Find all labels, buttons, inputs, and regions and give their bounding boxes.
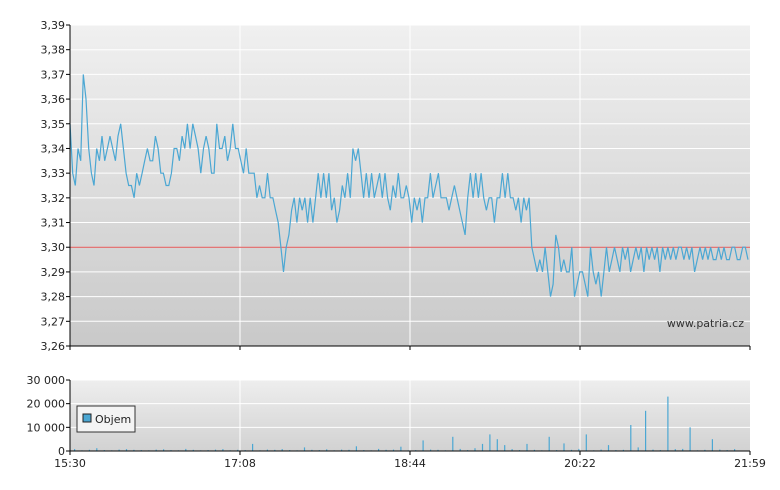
volume-bar xyxy=(667,396,669,451)
volume-bar xyxy=(74,449,76,451)
volume-bar xyxy=(185,448,187,451)
volume-bar xyxy=(652,449,654,451)
price-y-tick-label: 3,31 xyxy=(41,217,66,230)
volume-bar xyxy=(437,449,439,451)
price-y-tick-label: 3,36 xyxy=(41,93,66,106)
volume-bar xyxy=(96,448,98,451)
price-x-axis xyxy=(69,346,751,350)
volume-bar xyxy=(489,434,491,451)
volume-bar xyxy=(326,449,328,451)
volume-bar xyxy=(88,449,90,451)
volume-bar xyxy=(163,449,165,451)
volume-bar xyxy=(385,449,387,451)
volume-x-axis: 15:30 17:08 18:44 20:22 21:59 xyxy=(54,451,766,470)
volume-bar xyxy=(682,448,684,451)
volume-bar xyxy=(422,440,424,451)
price-y-axis: 3,39 3,38 3,37 3,36 3,35 3,34 3,33 3,32 3,31 3,30… xyxy=(41,19,70,353)
volume-y-tick-label: 0 xyxy=(58,445,65,458)
volume-bar xyxy=(341,449,343,451)
volume-bar xyxy=(430,449,432,451)
volume-panel: 30 000 20 000 10 000 0 15:30 17:08 18:44 20:22… xyxy=(27,374,766,470)
volume-legend: Objem xyxy=(76,405,136,433)
volume-bar xyxy=(392,449,395,451)
volume-bar xyxy=(125,449,128,451)
volume-bar xyxy=(237,449,239,451)
volume-bar xyxy=(222,449,224,451)
price-y-tick-label: 3,38 xyxy=(41,44,66,57)
price-y-tick-label: 3,37 xyxy=(41,68,66,81)
volume-bar xyxy=(674,449,676,451)
x-tick-label: 20:22 xyxy=(564,457,596,470)
volume-bar xyxy=(570,449,573,451)
volume-bar xyxy=(303,447,306,451)
volume-bar xyxy=(526,443,528,451)
volume-bar xyxy=(311,449,313,451)
volume-bar xyxy=(734,449,736,451)
volume-bar xyxy=(400,446,402,451)
price-y-tick-label: 3,33 xyxy=(41,167,66,180)
price-y-tick-label: 3,30 xyxy=(41,241,66,254)
volume-bar xyxy=(622,449,624,451)
volume-bar xyxy=(548,436,550,451)
volume-bar xyxy=(719,449,721,451)
volume-bar xyxy=(704,449,706,451)
x-tick-label: 21:59 xyxy=(734,457,766,470)
x-tick-label: 18:44 xyxy=(394,457,426,470)
x-tick-label: 15:30 xyxy=(54,457,86,470)
volume-y-tick-label: 20 000 xyxy=(27,398,66,411)
price-y-tick-label: 3,27 xyxy=(41,315,66,328)
volume-bar xyxy=(281,449,283,451)
price-y-tick-label: 3,29 xyxy=(41,266,66,279)
volume-bar xyxy=(474,448,476,451)
price-panel: 3,39 3,38 3,37 3,36 3,35 3,34 3,33 3,32 3,31 3,30… xyxy=(41,19,751,353)
volume-bar xyxy=(533,449,535,451)
volume-bar xyxy=(585,434,587,451)
volume-bar xyxy=(252,443,254,451)
volume-bar xyxy=(504,445,506,451)
volume-bar xyxy=(452,436,454,451)
volume-bar xyxy=(378,448,380,451)
volume-bar xyxy=(496,439,498,451)
volume-bar xyxy=(133,449,135,451)
volume-bar xyxy=(689,427,691,451)
volume-bar xyxy=(459,448,461,451)
volume-bar xyxy=(348,449,350,451)
price-y-tick-label: 3,34 xyxy=(41,142,66,155)
price-y-tick-label: 3,32 xyxy=(41,192,66,205)
volume-bar xyxy=(511,449,513,451)
price-y-tick-label: 3,35 xyxy=(41,118,66,131)
x-tick-label: 17:08 xyxy=(224,457,256,470)
volume-bar xyxy=(155,449,157,451)
volume-bar xyxy=(214,449,217,451)
volume-bar xyxy=(578,448,580,451)
volume-bars xyxy=(74,396,736,451)
volume-bar xyxy=(274,449,276,451)
volume-bar xyxy=(600,449,602,451)
price-series-line xyxy=(69,74,749,297)
volume-bar xyxy=(630,425,632,451)
volume-y-tick-label: 10 000 xyxy=(27,421,66,434)
watermark: www.patria.cz xyxy=(667,317,744,330)
volume-bar xyxy=(118,449,120,451)
price-y-tick-label: 3,28 xyxy=(41,291,66,304)
volume-bar xyxy=(192,449,194,451)
volume-bar xyxy=(266,449,268,451)
volume-bar xyxy=(563,443,565,451)
volume-bar xyxy=(711,439,713,451)
volume-bar xyxy=(481,443,484,451)
price-y-tick-label: 3,39 xyxy=(41,19,66,32)
volume-bar xyxy=(355,446,357,451)
volume-grid xyxy=(70,379,750,451)
volume-bar xyxy=(645,410,647,451)
volume-y-axis: 30 000 20 000 10 000 0 xyxy=(27,374,70,458)
volume-bar xyxy=(637,447,639,451)
legend-swatch xyxy=(82,413,92,423)
legend-label: Objem xyxy=(95,413,131,426)
volume-bar xyxy=(607,445,610,451)
price-y-tick-label: 3,26 xyxy=(41,340,66,353)
volume-y-tick-label: 30 000 xyxy=(27,374,66,387)
